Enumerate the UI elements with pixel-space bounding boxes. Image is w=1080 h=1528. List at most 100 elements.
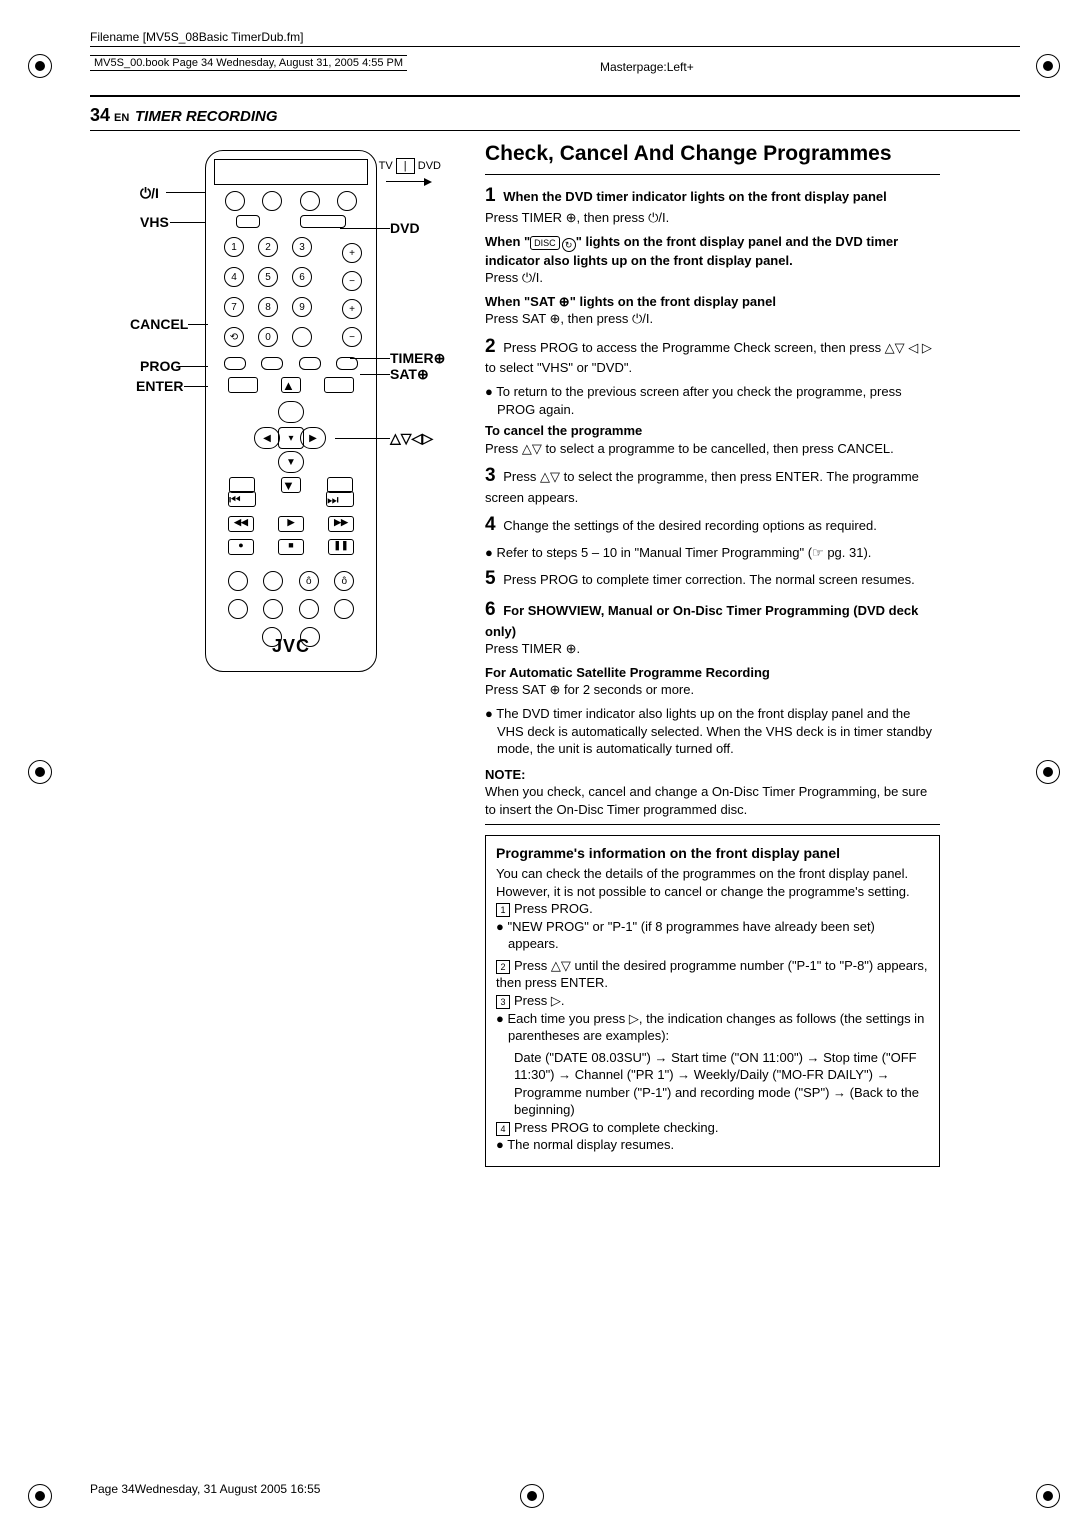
num-button: 7: [224, 297, 244, 317]
num-button: 0: [258, 327, 278, 347]
remote-button: ô: [334, 571, 354, 591]
step-body: Change the settings of the desired recor…: [503, 518, 877, 533]
step-6: 6 For SHOWVIEW, Manual or On-Disc Timer …: [485, 597, 940, 658]
vhs-label: VHS: [140, 214, 169, 230]
remote-button: [334, 599, 354, 619]
t: Press PROG.: [514, 901, 593, 916]
num-button: 8: [258, 297, 278, 317]
lead-line: [180, 366, 208, 367]
dpad-down: ▼: [278, 451, 304, 473]
rew-button: ◀◀: [228, 516, 254, 532]
bullet: The normal display resumes.: [496, 1136, 929, 1154]
when-disc: When "DISC↻" lights on the front display…: [485, 233, 940, 287]
when-sat: When "SAT ⊕" lights on the front display…: [485, 293, 940, 328]
step-body: Press TIMER ⊕.: [485, 641, 580, 656]
remote-row: [216, 357, 366, 370]
timer-text: TIMER: [390, 350, 434, 366]
page-lang: EN: [114, 112, 129, 124]
crop-mark: [28, 760, 52, 784]
when-sat-body: Press SAT ⊕, then press ⏻/I.: [485, 311, 653, 326]
lead-line: [360, 374, 390, 375]
step-num: 1: [485, 185, 496, 206]
t: Press △▽ until the desired programme num…: [496, 958, 927, 991]
crop-mark: [1036, 54, 1060, 78]
step-3: 3 Press △▽ to select the programme, then…: [485, 463, 940, 506]
remote-row: [216, 191, 366, 211]
step-body: Press △▽ to select the programme, then p…: [485, 469, 919, 505]
rule: [485, 824, 940, 825]
bookline: MV5S_00.book Page 34 Wednesday, August 3…: [90, 55, 407, 71]
sq-num: 4: [496, 1122, 510, 1136]
switch-box: |: [396, 158, 415, 174]
remote-button: [263, 571, 283, 591]
filename: Filename [MV5S_08Basic TimerDub.fm]: [90, 30, 1020, 44]
note-label: NOTE:: [485, 766, 940, 784]
remote-button: [299, 357, 321, 370]
step-body: Press PROG to complete timer correction.…: [503, 572, 915, 587]
arrow-icon: [386, 181, 426, 182]
play-button: ▶: [278, 516, 304, 532]
bullet: To return to the previous screen after y…: [485, 383, 940, 418]
remote-button: [228, 377, 258, 393]
remote-top-box: [214, 159, 368, 185]
remote-row: ▲: [216, 377, 366, 393]
stop-button: ■: [278, 539, 304, 555]
masterpage: Masterpage:Left+: [600, 60, 694, 74]
dpad-left: ◀: [254, 427, 280, 449]
t: Press PROG to complete checking.: [514, 1120, 718, 1135]
footer-page: Page 34: [90, 1482, 135, 1496]
header: Filename [MV5S_08Basic TimerDub.fm]: [90, 30, 1020, 44]
main-heading: Check, Cancel And Change Programmes: [485, 140, 940, 168]
page-number: 34EN: [90, 105, 129, 126]
step-head: For SHOWVIEW, Manual or On-Disc Timer Pr…: [485, 603, 918, 639]
prev-button: ⏮: [228, 491, 256, 507]
remote-button: [261, 357, 283, 370]
remote-button: ▲: [281, 377, 301, 393]
info-box: Programme's information on the front dis…: [485, 835, 940, 1167]
step-body: Press TIMER ⊕, then press ⏻/I.: [485, 210, 669, 225]
dvd-label: DVD: [418, 160, 441, 172]
remote-button: [263, 599, 283, 619]
cancel-prog: To cancel the programme Press △▽ to sele…: [485, 422, 940, 457]
step-1: 1 When the DVD timer indicator lights on…: [485, 183, 940, 226]
crop-mark: [28, 54, 52, 78]
num-button: 5: [258, 267, 278, 287]
sq-num: 2: [496, 960, 510, 974]
lead-line: [184, 386, 208, 387]
step-head: When the DVD timer indicator lights on t…: [503, 189, 887, 204]
remote-button: [324, 377, 354, 393]
step-num: 6: [485, 599, 496, 620]
pause-button: ❚❚: [328, 539, 354, 555]
lead-line: [188, 324, 208, 325]
box-step: 4 Press PROG to complete checking.: [496, 1119, 929, 1137]
remote-button: [300, 215, 346, 228]
remote-button: [228, 571, 248, 591]
step-4: 4 Change the settings of the desired rec…: [485, 512, 940, 538]
cancel-head: To cancel the programme: [485, 423, 642, 438]
prog-label: PROG: [140, 358, 181, 374]
footer: Page 34Wednesday, 31 August 2005 16:55: [90, 1482, 320, 1496]
remote-button: [299, 599, 319, 619]
section-title: TIMER RECORDING: [135, 108, 278, 125]
plus-col: + − + −: [342, 243, 362, 347]
arrows-label: △▽◁▷: [390, 430, 433, 447]
box-step: 2Press △▽ until the desired programme nu…: [496, 957, 929, 992]
sat-label: SAT⊕: [390, 366, 429, 383]
rule: [90, 95, 1020, 97]
remote-button: [225, 191, 245, 211]
plus-button: +: [342, 299, 362, 319]
step-num: 2: [485, 336, 496, 357]
when-text: When ": [485, 234, 530, 249]
numpad: 1 2 3 4 5 6 7 8 9 ⟲ 0: [224, 237, 316, 351]
rule: [485, 174, 940, 175]
dpad-enter: ▾: [278, 427, 304, 449]
step-body: Press PROG to access the Programme Check…: [485, 340, 932, 376]
num-button: [292, 327, 312, 347]
lead-line: [170, 222, 206, 223]
num-button: 6: [292, 267, 312, 287]
bullet: The DVD timer indicator also lights up o…: [485, 705, 940, 758]
rec-button: ●: [228, 539, 254, 555]
num-button: 4: [224, 267, 244, 287]
remote-diagram: TV | DVD 1 2 3 4 5 6: [140, 140, 470, 690]
dvd-label: DVD: [390, 220, 420, 236]
